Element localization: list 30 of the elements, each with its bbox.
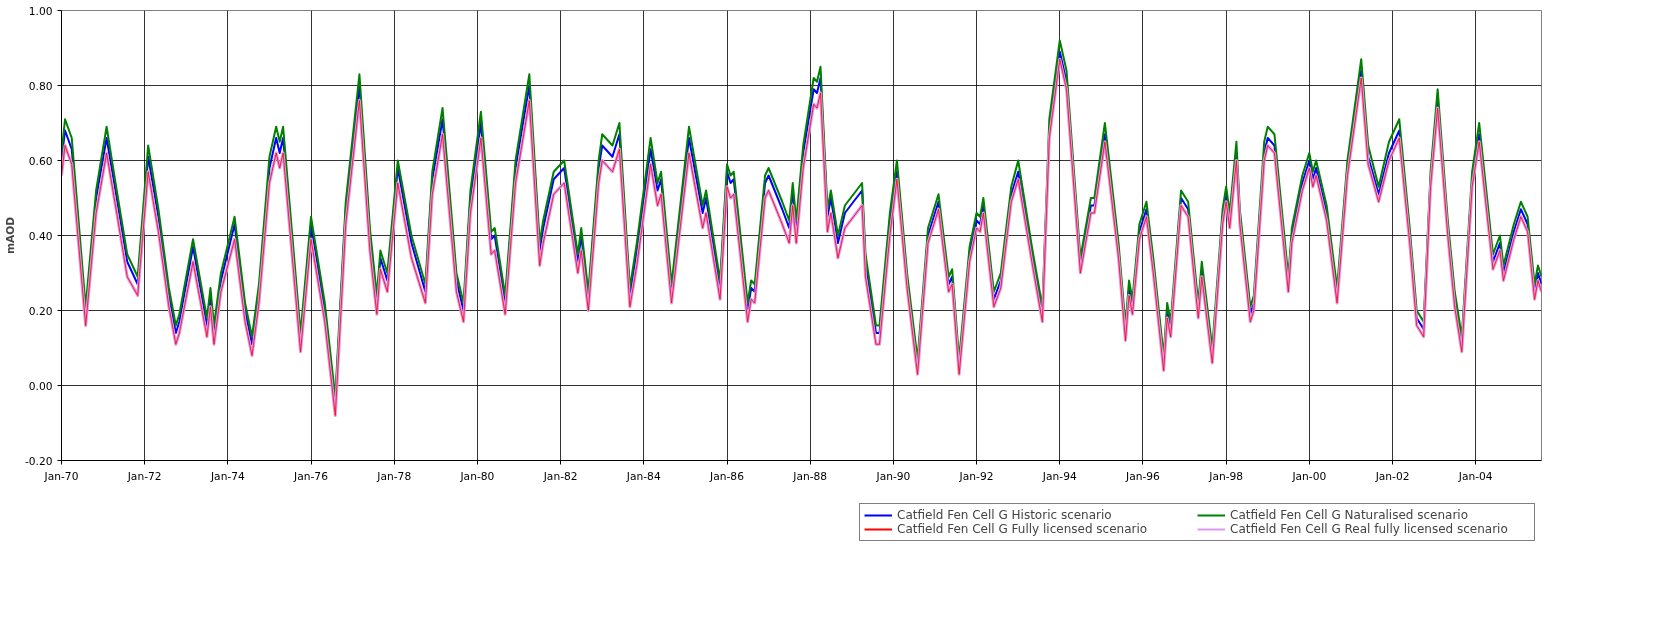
legend-label: Catfield Fen Cell G Naturalised scenario: [1230, 508, 1469, 522]
x-tick-label: Jan-04: [1457, 469, 1493, 483]
y-axis-title: mAOD: [3, 216, 17, 255]
x-tick-label: Jan-02: [1374, 469, 1410, 483]
x-tick-label: Jan-96: [1125, 469, 1161, 483]
y-tick-label: -0.20: [24, 454, 53, 468]
x-tick-label: Jan-82: [542, 469, 578, 483]
x-tick-label: Jan-80: [459, 469, 495, 483]
y-tick-label: 0.00: [28, 379, 53, 393]
legend-label: Catfield Fen Cell G Fully licensed scenario: [897, 522, 1149, 536]
x-tick-label: Jan-92: [958, 469, 994, 483]
x-tick-label: Jan-70: [43, 469, 79, 483]
y-tick-label: 0.80: [28, 79, 53, 93]
y-tick-label: 1.00: [28, 4, 53, 18]
x-tick-label: Jan-72: [126, 469, 162, 483]
legend-label: Catfield Fen Cell G Real fully licensed scenario: [1230, 522, 1509, 536]
legend-label: Catfield Fen Cell G Historic scenario: [897, 508, 1113, 522]
x-tick-label: Jan-74: [209, 469, 246, 483]
x-tick-label: Jan-90: [875, 469, 911, 483]
y-tick-label: 0.40: [28, 229, 53, 243]
y-tick-label: 0.60: [28, 154, 53, 168]
x-tick-label: Jan-76: [293, 469, 329, 483]
x-tick-label: Jan-94: [1041, 469, 1077, 483]
x-tick-label: Jan-84: [625, 469, 661, 483]
x-tick-label: Jan-78: [376, 469, 412, 483]
x-tick-label: Jan-88: [792, 469, 828, 483]
x-tick-label: Jan-86: [709, 469, 745, 483]
y-tick-label: 0.20: [28, 304, 53, 318]
x-tick-label: Jan-98: [1208, 469, 1244, 483]
x-tick-label: Jan-00: [1291, 469, 1327, 483]
